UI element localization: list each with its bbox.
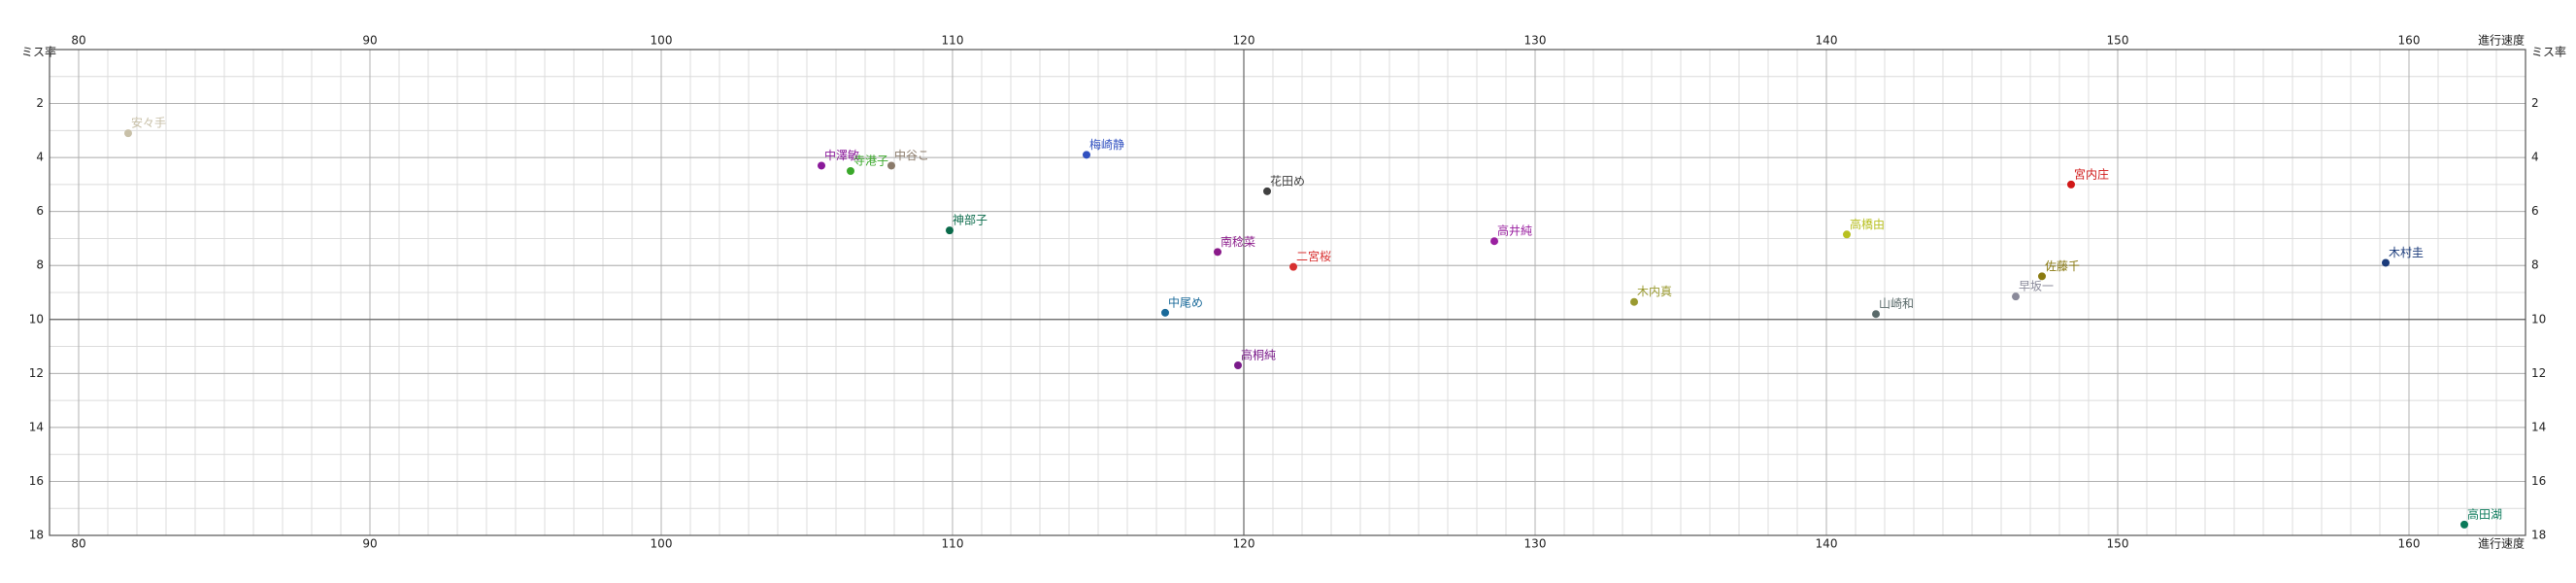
y-tick-label: 10 [2531,312,2546,326]
x-tick-label: 140 [1816,34,1838,48]
point-label: 宮内庄 [2074,166,2109,181]
point [124,129,132,138]
x-axis-label: 進行速度 [2478,536,2525,551]
x-tick-label: 120 [1233,34,1255,48]
y-tick-label: 2 [36,96,44,110]
y-tick-label: 18 [2531,529,2546,542]
y-tick-label: 14 [29,420,44,433]
plot-frame [49,49,2526,536]
point-label: 中谷こ [894,148,929,162]
y-tick-label: 12 [29,366,44,380]
point-label: 安々手 [131,116,166,130]
point [1289,262,1297,271]
point [946,226,953,235]
point [1234,361,1242,369]
x-tick-label: 130 [1524,537,1547,551]
y-tick-label: 18 [29,529,44,542]
y-tick-label: 4 [36,151,44,164]
point [1214,248,1221,257]
point-label: 梅崎静 [1089,137,1124,152]
point-label: 神部子 [953,213,987,227]
y-tick-label: 4 [2531,151,2539,164]
x-tick-label: 80 [71,537,85,551]
point-label: 山崎和 [1879,297,1914,311]
y-tick-label: 8 [2531,258,2539,272]
point-label: 中尾め [1168,294,1203,309]
x-tick-label: 110 [942,34,964,48]
x-tick-label: 160 [2398,34,2421,48]
point-label: 木内真 [1637,285,1672,298]
y-tick-label: 2 [2531,96,2539,110]
point [2382,258,2390,267]
y-axis-label: ミス率 [21,45,56,59]
y-axis-label-right: ミス率 [2531,45,2566,59]
x-tick-label: 140 [1816,537,1838,551]
y-tick-label: 14 [2531,420,2546,433]
point [1083,151,1090,159]
point-label: 南稔菜 [1221,234,1255,249]
x-tick-label: 150 [2107,537,2129,551]
y-tick-label: 16 [2531,474,2546,488]
x-tick-label: 120 [1233,537,1255,551]
x-axis-label-top: 進行速度 [2478,33,2525,48]
y-tick-label: 16 [29,474,44,488]
point-label: 寺港子 [853,154,888,168]
point [1843,230,1851,239]
point [847,167,854,175]
point-label: 高桐純 [1241,348,1276,362]
point-label: 早坂一 [2019,280,2054,293]
point [2067,180,2075,189]
point [2038,272,2046,281]
y-tick-label: 12 [2531,366,2546,380]
point [1161,308,1169,317]
point-label: 高井純 [1497,223,1532,238]
point [887,161,895,170]
point-label: 花田め [1270,173,1305,188]
x-tick-label: 90 [362,537,377,551]
point [1872,310,1880,319]
y-tick-label: 8 [36,258,44,272]
point [2012,292,2020,301]
point-label: 中澤敏 [824,148,859,162]
point [2460,520,2468,529]
y-tick-label: 6 [36,204,44,218]
x-tick-label: 90 [362,34,377,48]
x-tick-label: 150 [2107,34,2129,48]
point-label: 高田湖 [2467,506,2502,521]
point-label: 木村圭 [2389,246,2424,259]
x-tick-label: 100 [651,34,673,48]
point [1263,187,1271,195]
point [1630,297,1638,306]
x-tick-label: 130 [1524,34,1547,48]
y-tick-label: 6 [2531,204,2539,218]
point [1490,237,1498,246]
x-tick-label: 110 [942,537,964,551]
x-tick-label: 160 [2398,537,2421,551]
point [818,161,825,170]
point-label: 高橋由 [1850,217,1885,231]
point-label: 佐藤千 [2045,259,2080,273]
x-tick-label: 80 [71,34,85,48]
point-label: 二宮桜 [1296,249,1331,263]
y-tick-label: 10 [29,312,44,326]
x-tick-label: 100 [651,537,673,551]
